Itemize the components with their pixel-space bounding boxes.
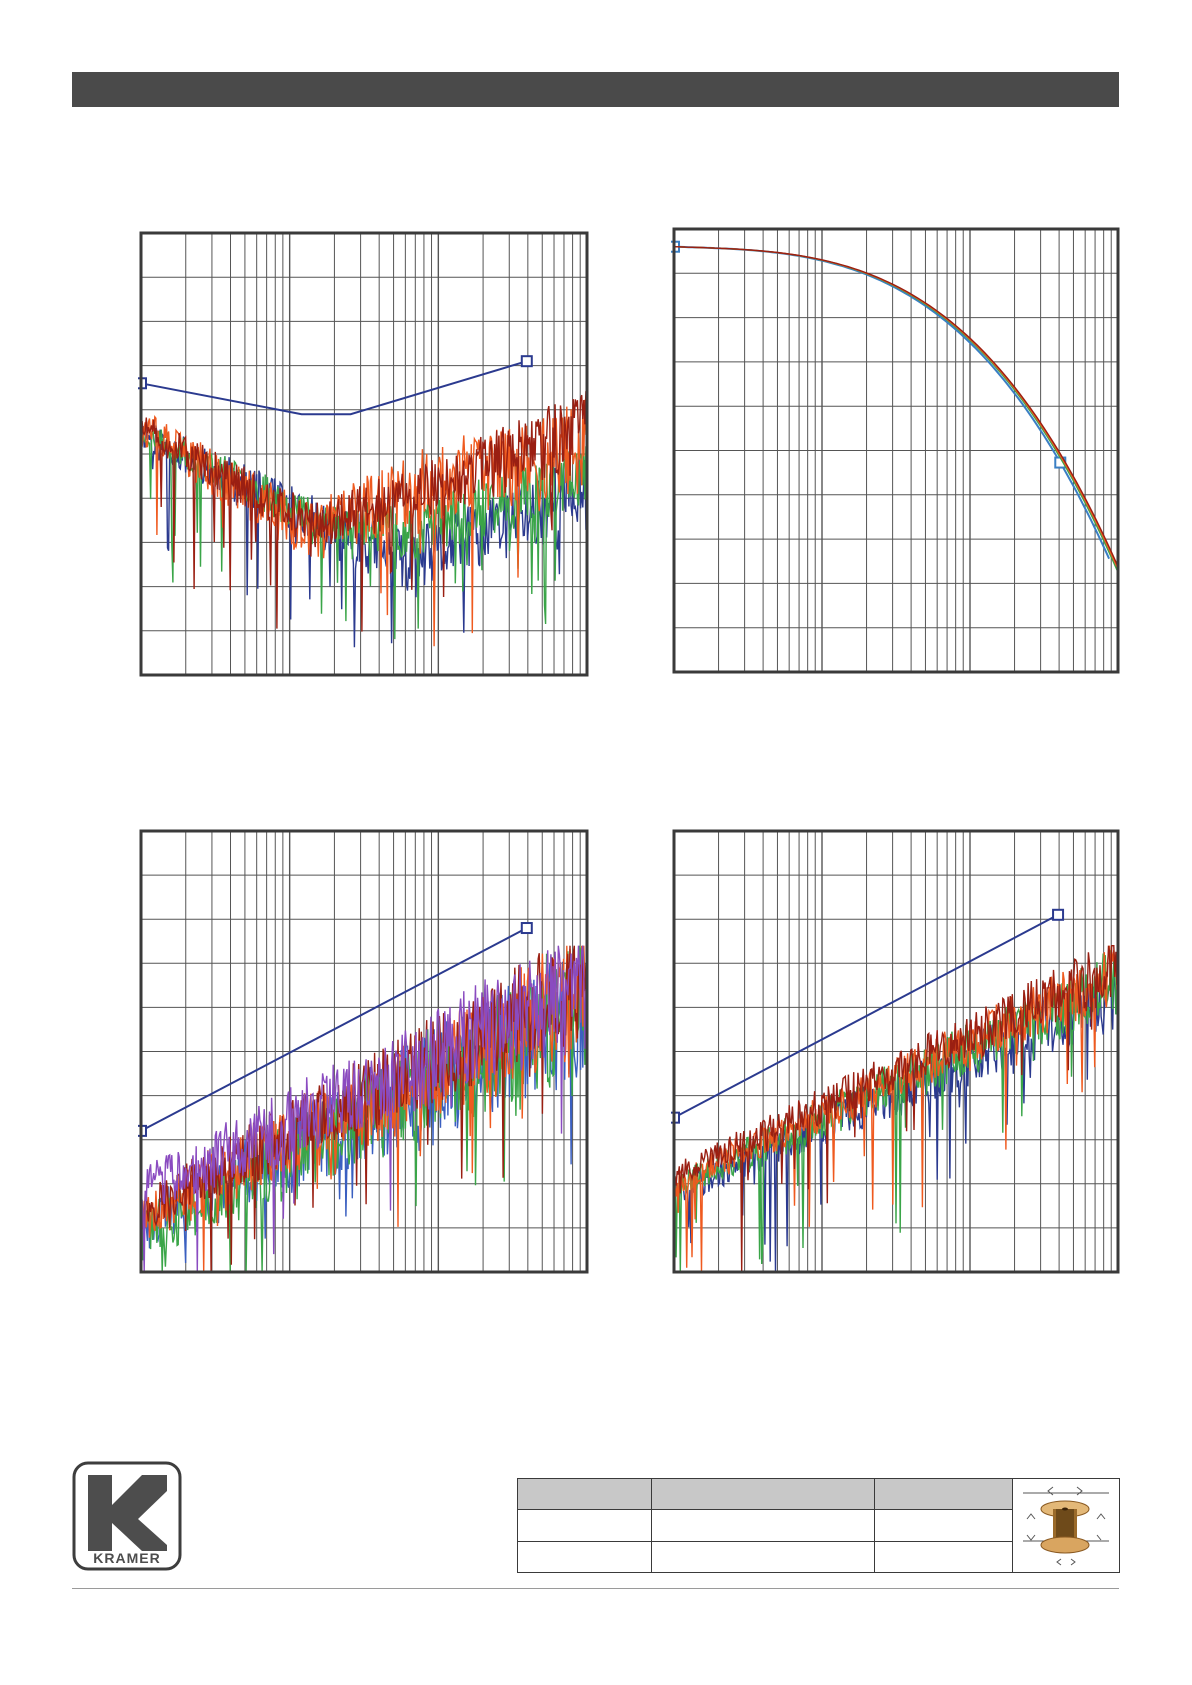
- plot-frame: [139, 231, 589, 677]
- limit-marker: [520, 355, 533, 368]
- limit-line: [673, 913, 1059, 1119]
- spool-illustration: [1023, 1486, 1109, 1566]
- table-cell: [874, 1509, 1013, 1542]
- header-bar: [72, 72, 1119, 107]
- data-series-line: [673, 945, 1119, 1273]
- table-cell: [517, 1540, 652, 1574]
- limit-line: [140, 360, 528, 416]
- table-row: [517, 1540, 1120, 1574]
- table-cell: [651, 1509, 875, 1542]
- table-header-cell: [651, 1477, 875, 1511]
- table-cell: [651, 1540, 875, 1574]
- table-header-row: [517, 1477, 1120, 1573]
- spool-illustration-cell: [1012, 1478, 1120, 1573]
- limit-marker: [1052, 908, 1065, 921]
- data-series-line: [673, 246, 1119, 567]
- plot-frame: [672, 227, 1120, 674]
- chart-return-loss: [138, 231, 589, 677]
- limit-marker: [520, 922, 533, 935]
- table-row: [517, 1509, 1120, 1542]
- chart-next: [138, 829, 589, 1274]
- table-header-cell: [517, 1477, 652, 1511]
- data-series-line: [673, 945, 1119, 1273]
- table-cell: [517, 1509, 652, 1542]
- limit-line: [140, 927, 528, 1132]
- logo-k-shape: [88, 1475, 167, 1551]
- chart-fext: [671, 829, 1120, 1274]
- table-cell: [874, 1540, 1013, 1574]
- chart-attenuation: [671, 227, 1120, 674]
- table-header-cell: [874, 1477, 1013, 1511]
- logo-wordmark: KRAMER: [93, 1550, 160, 1566]
- kramer-logo: KRAMER: [72, 1461, 182, 1571]
- data-series-line: [140, 945, 588, 1273]
- plot-frame: [672, 829, 1120, 1274]
- data-series-line: [140, 391, 588, 632]
- data-series-line: [140, 945, 588, 1273]
- footer-rule: [72, 1588, 1119, 1589]
- spool-spec-table: [517, 1477, 1120, 1574]
- plot-frame: [139, 829, 589, 1274]
- data-series-line: [140, 945, 588, 1273]
